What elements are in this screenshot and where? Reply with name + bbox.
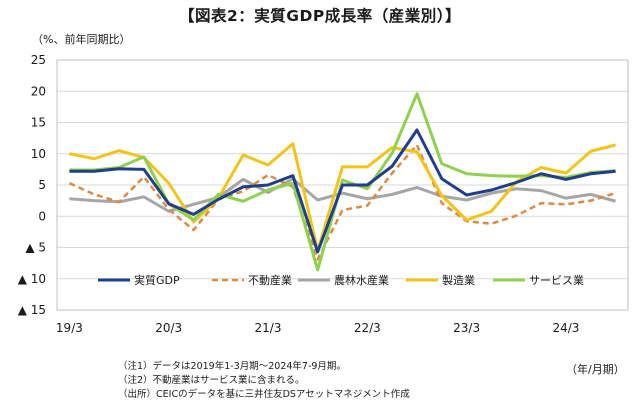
series-lines bbox=[68, 92, 616, 272]
y-unit-label: （%、前年同期比） bbox=[32, 33, 131, 46]
chart-title: 【図表2：実質GDP成長率（産業別）】 bbox=[179, 7, 461, 25]
series-line bbox=[69, 128, 616, 254]
y-tick-label: 15 bbox=[31, 116, 46, 130]
x-tick-label: 20/3 bbox=[155, 321, 182, 335]
plot-area-frame bbox=[56, 59, 629, 311]
x-unit-label: （年/月期） bbox=[566, 363, 625, 376]
notes: （注1）データは2019年1-3月期～2024年7-9月期。 （注2）不動産業は… bbox=[118, 360, 410, 402]
x-axis-ticks: 19/3 20/3 21/3 22/3 23/3 24/3 bbox=[56, 321, 579, 335]
legend-label: 実質GDP bbox=[134, 273, 180, 287]
note-1: （注1）データは2019年1-3月期～2024年7-9月期。 bbox=[118, 361, 346, 372]
x-tick-label: 22/3 bbox=[354, 321, 381, 335]
x-tick-label: 19/3 bbox=[56, 321, 83, 335]
y-tick-label: 0 bbox=[38, 209, 46, 223]
x-tick-label: 24/3 bbox=[552, 321, 579, 335]
y-tick-label: ▲ 5 bbox=[25, 241, 46, 255]
y-tick-label: 10 bbox=[31, 147, 46, 161]
series-line bbox=[69, 142, 616, 253]
y-axis-ticks: 25 20 15 10 5 0 ▲ 5 ▲ 10 ▲ 15 bbox=[18, 53, 46, 317]
y-tick-label: ▲ 10 bbox=[18, 272, 46, 286]
note-2: （注2）不動産業はサービス業に含まれる。 bbox=[118, 375, 305, 386]
y-tick-label: ▲ 15 bbox=[18, 303, 46, 317]
y-tick-label: 5 bbox=[38, 178, 46, 192]
series-line bbox=[69, 177, 616, 213]
x-tick-label: 23/3 bbox=[453, 321, 480, 335]
legend-label: 不動産業 bbox=[248, 273, 292, 287]
legend: 実質GDP 不動産業 農林水産業 製造業 サービス業 bbox=[98, 273, 584, 287]
legend-label: 農林水産業 bbox=[334, 273, 389, 287]
note-source: （出所）CEICのデータを基に三井住友DSアセットマネジメント作成 bbox=[118, 389, 410, 400]
series-line bbox=[68, 143, 616, 261]
series-line bbox=[69, 92, 616, 272]
y-tick-label: 20 bbox=[31, 84, 46, 98]
x-tick-label: 21/3 bbox=[255, 321, 282, 335]
legend-label: 製造業 bbox=[442, 273, 475, 287]
legend-label: サービス業 bbox=[529, 274, 584, 287]
y-tick-label: 25 bbox=[31, 53, 46, 67]
